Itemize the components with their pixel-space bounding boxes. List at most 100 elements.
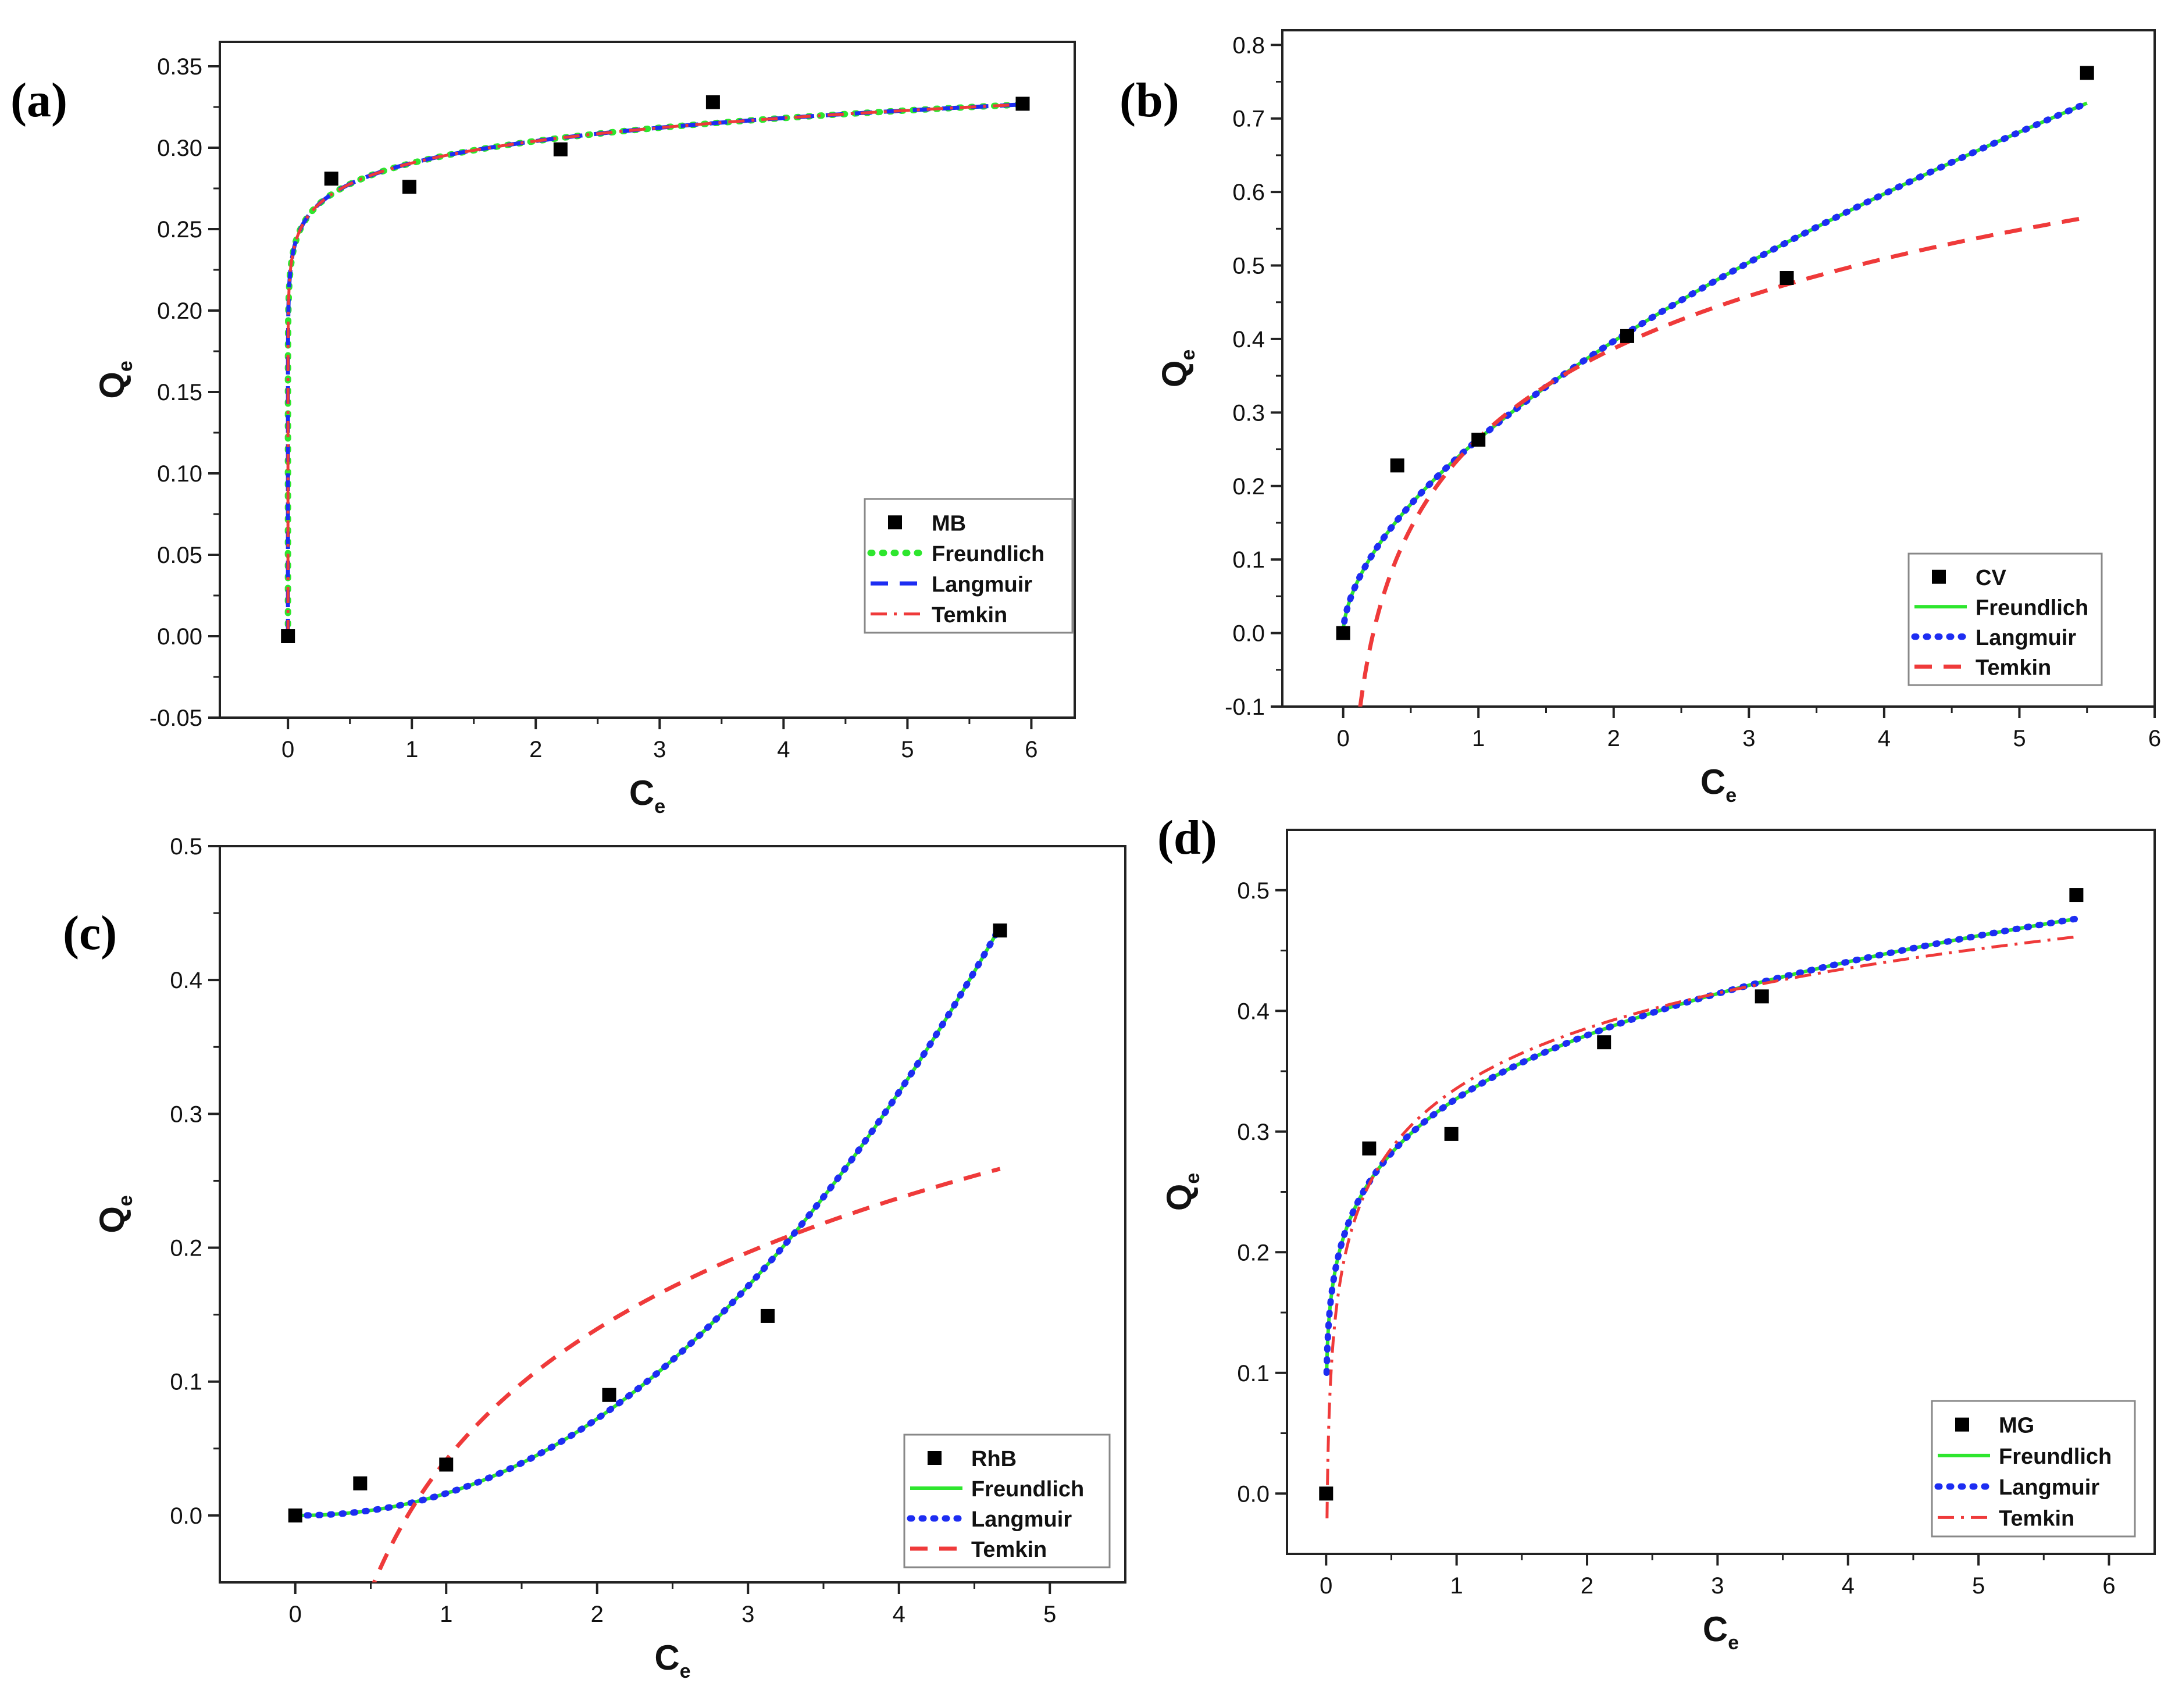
data-point <box>993 923 1007 938</box>
x-tick-label: 3 <box>1742 726 1755 751</box>
data-point <box>439 1457 454 1472</box>
y-axis-label: Qe <box>1160 1173 1204 1211</box>
y-tick-label: 0.3 <box>1237 1119 1270 1145</box>
fit-line-langmuir <box>1323 915 2080 1376</box>
data-point <box>324 172 338 186</box>
x-axis-label: Ce <box>1700 762 1737 807</box>
y-tick-label: 0.35 <box>157 54 202 80</box>
x-tick-label: 0 <box>1337 726 1350 751</box>
y-axis-label: Qe <box>1155 350 1199 388</box>
legend-entry: MB <box>932 511 966 536</box>
data-point <box>602 1388 616 1402</box>
plot-frame <box>219 41 1076 719</box>
fit-line-langmuir <box>1340 99 2091 637</box>
fit-line-temkin <box>1325 935 2077 1518</box>
x-tick-label: 5 <box>1043 1602 1056 1627</box>
data-point <box>1319 1486 1333 1501</box>
y-tick-label: 0.8 <box>1232 33 1265 58</box>
x-tick-label: 5 <box>2013 726 2026 751</box>
panel-label: (c) <box>63 906 117 960</box>
legend-entry: Temkin <box>971 1538 1047 1562</box>
x-tick-label: 3 <box>1711 1573 1724 1599</box>
y-axis-label: Qe <box>92 1195 137 1233</box>
y-tick-label: 0.00 <box>157 624 202 650</box>
data-point <box>2069 888 2084 903</box>
x-tick-label: 5 <box>901 737 914 762</box>
y-tick-label: 0.3 <box>1232 400 1265 426</box>
y-tick-label: -0.1 <box>1225 694 1265 720</box>
x-tick-label: 4 <box>893 1602 905 1627</box>
legend-entry: Freundlich <box>971 1477 1084 1502</box>
x-tick-label: 2 <box>1581 1573 1593 1599</box>
y-tick-label: 0.4 <box>1237 999 1270 1024</box>
x-tick-label: 6 <box>2102 1573 2115 1599</box>
x-tick-label: 1 <box>440 1602 452 1627</box>
fit-line-freundlich <box>1325 917 2077 1373</box>
chart-panel-2: (c) 0 1 2 3 4 5 0.0 0.1 0.2 0.3 0.4 0.5 Ce Qe RhB Freund… <box>63 834 1126 1682</box>
y-tick-label: 0.1 <box>170 1370 202 1395</box>
data-point <box>1620 329 1635 343</box>
legend-entry: MG <box>1999 1414 2034 1438</box>
y-tick-label: 0.2 <box>1237 1240 1270 1265</box>
y-tick-label: 0.5 <box>1232 254 1265 279</box>
y-axis-label-sub: e <box>1182 1173 1204 1184</box>
legend: CV Freundlich Langmuir Temkin <box>1907 552 2103 686</box>
legend-marker <box>1932 569 1946 584</box>
chart-panel-0: (a) 0 1 2 3 4 5 6 -0.05 0.00 0.05 0.10 0.15 0.20 0.25 0… <box>10 41 1076 818</box>
x-tick-label: 0 <box>289 1602 302 1627</box>
fit-line-freundlich <box>295 926 1002 1517</box>
legend-entry: Freundlich <box>1976 596 2088 620</box>
legend-entry: Langmuir <box>971 1507 1072 1532</box>
legend-entry: Temkin <box>1976 655 2051 680</box>
legend-entry: Freundlich <box>932 542 1044 566</box>
data-point <box>1444 1126 1459 1141</box>
chart-panel-3: (d) 0 1 2 3 4 5 6 0.0 0.1 0.2 0.3 0.4 0.5 Ce Qe MG Freund… <box>1157 811 2156 1654</box>
x-tick-label: 3 <box>741 1602 754 1627</box>
x-axis-label: Ce <box>654 1638 690 1682</box>
curves <box>284 101 1026 640</box>
data-point <box>1336 626 1350 640</box>
y-tick-label: 0.0 <box>170 1503 202 1529</box>
x-axis-label: Ce <box>1703 1610 1739 1654</box>
panel-label: (b) <box>1119 73 1179 127</box>
x-axis-label-sub: e <box>680 1660 691 1682</box>
legend: MG Freundlich Langmuir Temkin <box>1931 1400 2136 1538</box>
data-point <box>705 95 720 109</box>
x-tick-label: 1 <box>1472 726 1485 751</box>
legend: RhB Freundlich Langmuir Temkin <box>903 1434 1111 1568</box>
data-point <box>1390 458 1404 473</box>
y-tick-label: -0.05 <box>149 705 202 731</box>
y-tick-label: 0.7 <box>1232 106 1265 132</box>
y-tick-label: 0.1 <box>1237 1361 1270 1386</box>
x-tick-label: 2 <box>1607 726 1620 751</box>
data-point <box>1362 1141 1377 1156</box>
y-tick-label: 0.25 <box>157 217 202 243</box>
y-tick-label: 0.6 <box>1232 180 1265 205</box>
y-tick-label: 0.5 <box>1237 878 1270 904</box>
y-axis-label: Qe <box>92 361 137 399</box>
chart-panel-1: (b) 0 1 2 3 4 5 6 -0.1 0.0 0.1 0.2 0.3 0.4 0.5 0.6 0.7 0.… <box>1119 29 2161 807</box>
x-axis-label-sub: e <box>654 796 665 818</box>
x-tick-label: 6 <box>2148 726 2161 751</box>
y-axis-label-sub: e <box>115 361 137 372</box>
curves <box>292 923 1004 1582</box>
y-tick-label: 0.10 <box>157 461 202 487</box>
y-tick-label: 0.1 <box>1232 547 1265 573</box>
legend-entry: Temkin <box>1999 1506 2074 1531</box>
data-point <box>760 1308 775 1323</box>
x-tick-label: 4 <box>1842 1573 1855 1599</box>
panel-label: (d) <box>1157 811 1217 865</box>
y-tick-label: 0.2 <box>1232 474 1265 500</box>
data-point <box>1755 989 1769 1004</box>
legend-entry: Temkin <box>932 603 1007 627</box>
fit-line-temkin <box>1358 215 2088 707</box>
fit-line-temkin <box>286 103 1023 636</box>
panel-label: (a) <box>10 73 67 127</box>
y-tick-label: 0.20 <box>157 298 202 324</box>
y-tick-label: 0.0 <box>1237 1481 1270 1507</box>
data-point <box>1471 433 1486 447</box>
x-tick-label: 2 <box>591 1602 604 1627</box>
x-tick-label: 3 <box>653 737 666 762</box>
y-tick-label: 0.3 <box>170 1101 202 1127</box>
data-point <box>1015 97 1030 111</box>
